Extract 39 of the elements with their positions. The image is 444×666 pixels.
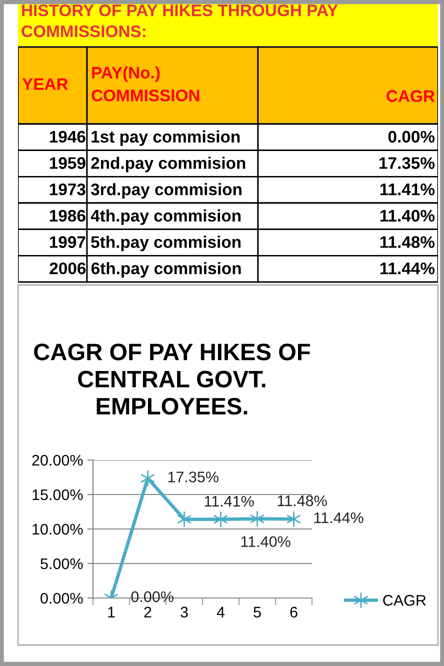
data-label: 11.41%: [204, 496, 254, 507]
y-tick-label: 20.00%: [32, 454, 83, 466]
point: [213, 511, 228, 528]
text: 1946 1st pay commision: [50, 130, 240, 146]
x-tick-label: 1: [108, 606, 115, 618]
text: 1973 3rd.pay commision: [50, 183, 242, 199]
point: [286, 510, 302, 528]
text: CAGR: [386, 90, 435, 102]
text: 1986 4th.pay commision: [50, 209, 241, 225]
text: 1997 5th.pay commision: [50, 236, 241, 252]
text: 11.48%: [380, 236, 435, 248]
text: 11.40%: [380, 210, 435, 222]
point: [176, 510, 192, 528]
x-tick-label: 3: [180, 606, 188, 618]
y-tick-label: 15.00%: [32, 489, 83, 500]
legend-label: CAGR: [383, 594, 426, 606]
data-label: 0.00%: [131, 591, 174, 602]
x-tick-label: 6: [290, 606, 298, 618]
data-label: 11.40%: [241, 536, 290, 548]
x-tick-label: 5: [254, 606, 261, 618]
text: 0.00%: [388, 130, 435, 143]
text: 2006 6th.pay commision: [50, 262, 241, 278]
y-tick-label: 0.00%: [40, 592, 83, 604]
text: 1959 2nd.pay commision: [50, 156, 246, 172]
text: 11.44%: [380, 262, 435, 274]
data-label: 11.44%: [314, 512, 364, 524]
point: [250, 510, 265, 528]
text: 17.35%: [380, 157, 435, 169]
data-label: 11.48%: [278, 495, 327, 506]
x-tick-label: 4: [216, 606, 225, 618]
chart-title: CAGR OF PAY HIKES OF CENTRAL GOVT. EMPLOYEES.: [34, 344, 310, 415]
y-tick-label: 5.00%: [40, 558, 83, 570]
text: HISTORY OF PAY HIKES THROUGH PAY COMMISSIONS:: [22, 4, 338, 38]
y-tick-label: 10.00%: [32, 524, 83, 535]
data-label: 17.35%: [168, 472, 218, 482]
text: PAY(No.) COMMISSION: [92, 66, 200, 102]
text: 11.41%: [380, 184, 435, 196]
text: YEAR: [22, 78, 68, 90]
x-tick-label: 2: [144, 606, 152, 618]
